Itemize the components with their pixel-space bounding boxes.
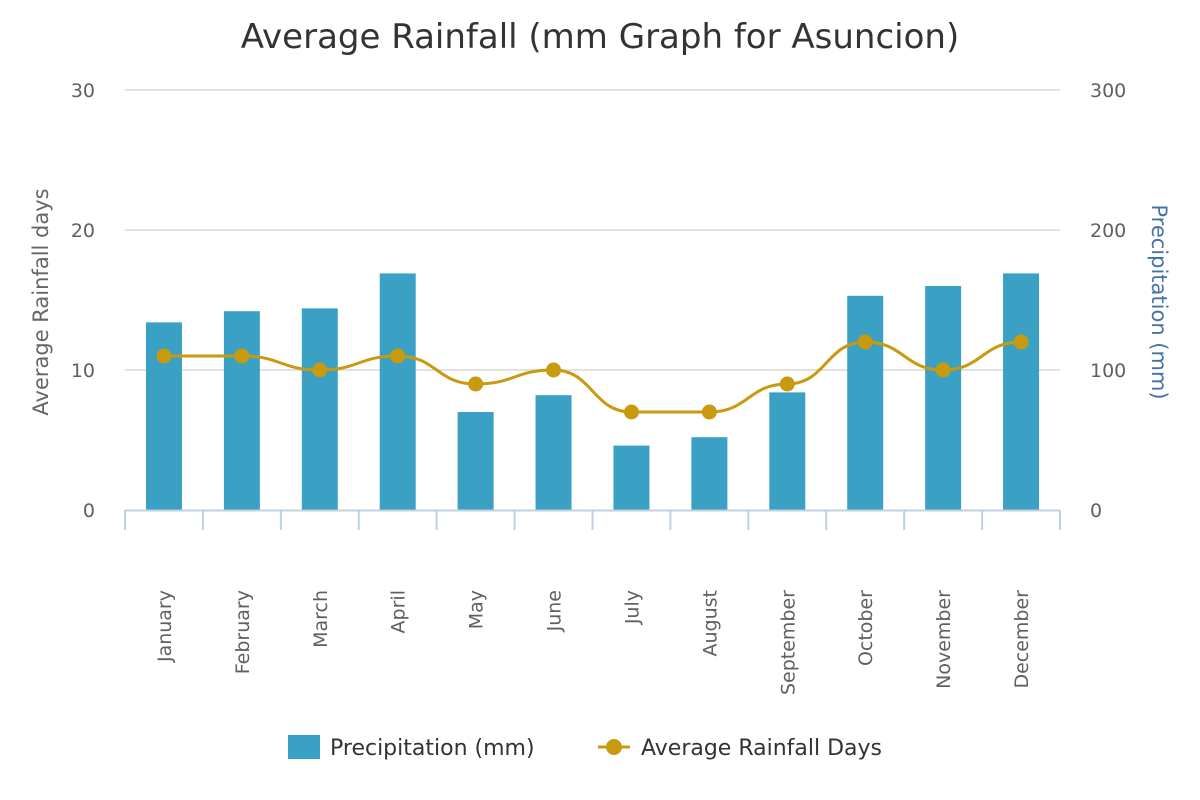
category-label: July (621, 590, 643, 625)
axis-labels: 0 0 10 100 20 200 30 300 January February March Apr… (71, 80, 1126, 695)
category-label: October (855, 590, 877, 666)
category-label: May (466, 590, 488, 629)
rainfall-days-point (701, 404, 717, 420)
precipitation-bar (301, 308, 338, 510)
category-label: March (310, 590, 332, 648)
precipitation-bar (691, 437, 728, 510)
rainfall-days-point (468, 376, 484, 392)
rainfall-days-line (156, 334, 1029, 420)
rainfall-days-point (546, 362, 562, 378)
precipitation-bar (535, 395, 572, 510)
category-label: August (699, 590, 721, 657)
legend-label-rainfall-days: Average Rainfall Days (641, 736, 882, 761)
chart-title: Average Rainfall (mm Graph for Asuncion) (241, 17, 959, 57)
precipitation-bar (1003, 273, 1040, 510)
category-label: December (1011, 590, 1033, 689)
legend: Precipitation (mm) Average Rainfall Days (288, 735, 882, 761)
rainfall-days-point (623, 404, 639, 420)
legend-marker-rainfall-days (606, 739, 622, 755)
left-axis-title: Average Rainfall days (29, 188, 53, 415)
precipitation-bar (457, 412, 494, 510)
right-tick-label: 0 (1090, 500, 1102, 522)
left-tick-label: 30 (71, 80, 95, 102)
precipitation-bars (145, 273, 1040, 510)
legend-label-precipitation: Precipitation (mm) (330, 736, 535, 761)
category-label: February (232, 590, 254, 674)
rainfall-days-point (390, 348, 406, 364)
rainfall-days-point (234, 348, 250, 364)
rainfall-days-point (935, 362, 951, 378)
category-label: June (544, 590, 566, 632)
precipitation-bar (223, 311, 260, 510)
right-axis-title: Precipitation (mm) (1147, 204, 1171, 399)
rainfall-days-point (779, 376, 795, 392)
precipitation-bar (769, 392, 806, 510)
right-tick-label: 100 (1090, 360, 1126, 382)
precipitation-bar (613, 445, 650, 510)
category-label: September (777, 590, 799, 695)
rainfall-days-point (857, 334, 873, 350)
precipitation-bar (925, 286, 962, 510)
rainfall-days-line-path (163, 340, 1022, 414)
left-tick-label: 10 (71, 360, 95, 382)
x-axis (124, 509, 1061, 530)
left-tick-label: 20 (71, 220, 95, 242)
category-label: April (388, 590, 410, 633)
rainfall-days-point (1013, 334, 1029, 350)
left-tick-label: 0 (83, 500, 95, 522)
rainfall-days-point (312, 362, 328, 378)
grid (125, 89, 1060, 371)
category-label: November (933, 590, 955, 689)
precipitation-bar (847, 295, 884, 510)
legend-swatch-precipitation (288, 735, 320, 759)
rainfall-days-point (156, 348, 172, 364)
precipitation-bar (379, 273, 416, 510)
right-tick-label: 200 (1090, 220, 1126, 242)
category-label: January (154, 590, 176, 663)
right-tick-label: 300 (1090, 80, 1126, 102)
